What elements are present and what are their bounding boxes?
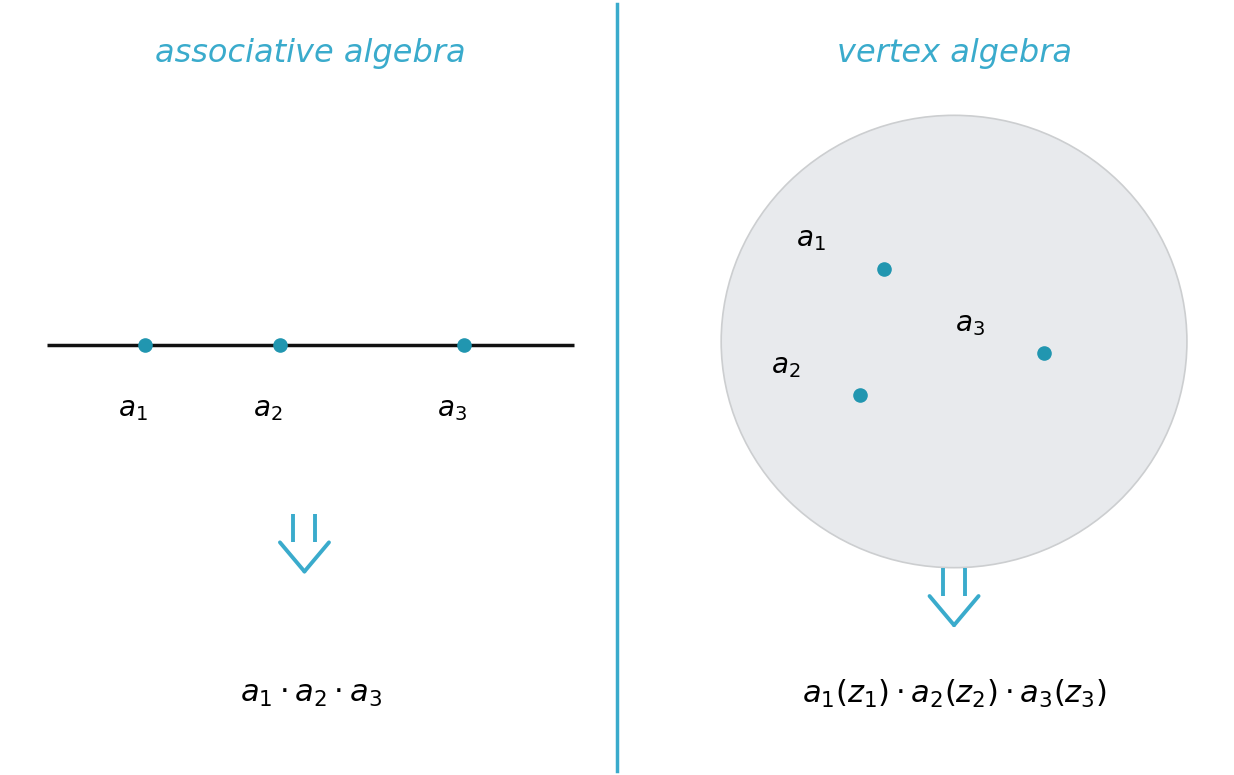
Text: $a_3$: $a_3$	[437, 395, 466, 423]
Text: $a_1$: $a_1$	[796, 226, 826, 253]
Point	[454, 339, 474, 352]
Text: $a_1$: $a_1$	[118, 395, 148, 423]
Text: $a_2$: $a_2$	[771, 352, 801, 380]
Point	[1034, 346, 1054, 359]
Text: $a_1 \cdot a_2 \cdot a_3$: $a_1 \cdot a_2 \cdot a_3$	[239, 680, 381, 708]
Text: $a_2$: $a_2$	[253, 395, 283, 423]
Text: associative algebra: associative algebra	[155, 39, 466, 70]
Point	[270, 339, 290, 352]
Text: $a_3$: $a_3$	[955, 310, 985, 338]
Text: $a_1(z_1) \cdot a_2(z_2) \cdot a_3(z_3)$: $a_1(z_1) \cdot a_2(z_2) \cdot a_3(z_3)$	[802, 678, 1107, 710]
Point	[875, 263, 895, 275]
Point	[136, 339, 155, 352]
Ellipse shape	[721, 115, 1187, 567]
Text: vertex algebra: vertex algebra	[837, 39, 1071, 70]
Point	[850, 389, 870, 401]
